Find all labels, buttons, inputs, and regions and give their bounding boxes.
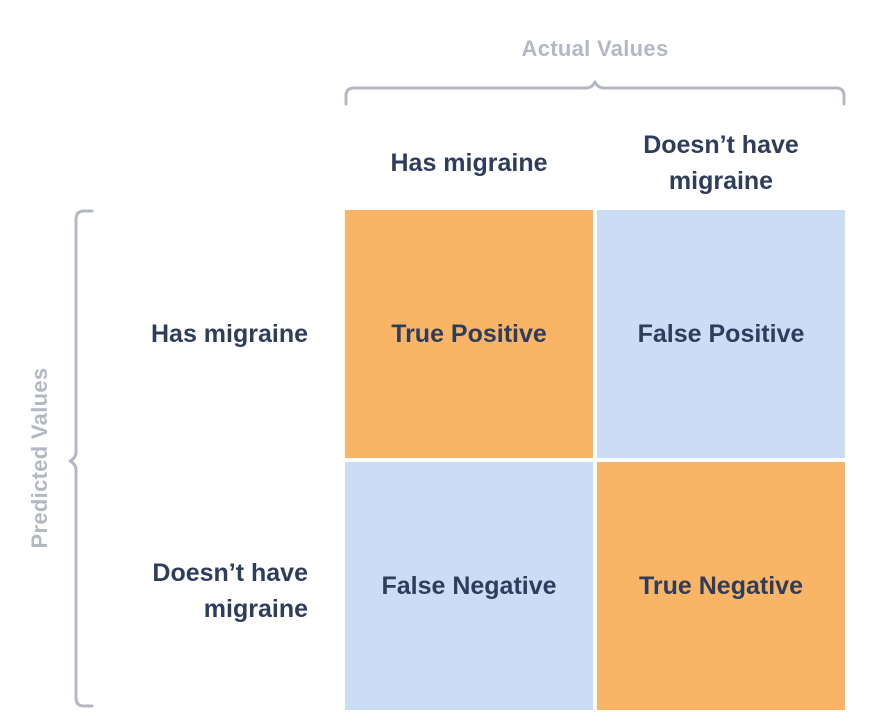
cell-false-negative-label: False Negative — [381, 571, 557, 600]
actual-values-title: Actual Values — [521, 36, 669, 61]
cell-false-positive: False Positive — [597, 210, 845, 458]
row-header-doesnt-have-migraine: Doesn’t have migraine — [152, 559, 308, 623]
predicted-values-title: Predicted Values — [27, 367, 52, 549]
cell-false-negative: False Negative — [345, 462, 593, 710]
cell-true-positive-label: True Positive — [391, 319, 547, 348]
column-header-doesnt-have-migraine: Doesn’t have migraine — [643, 131, 799, 195]
cell-false-positive-label: False Positive — [637, 319, 805, 348]
cell-true-positive: True Positive — [345, 210, 593, 458]
row-header-has-migraine: Has migraine — [150, 320, 308, 348]
cell-true-negative-label: True Negative — [639, 571, 803, 600]
column-header-has-migraine: Has migraine — [390, 149, 548, 177]
cell-true-negative: True Negative — [597, 462, 845, 710]
